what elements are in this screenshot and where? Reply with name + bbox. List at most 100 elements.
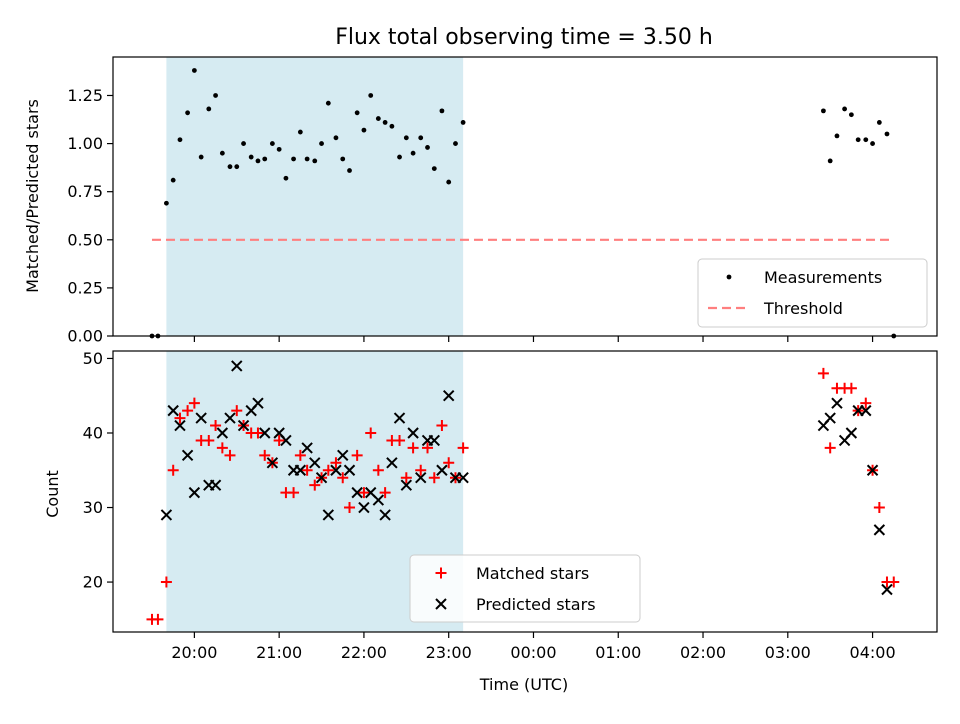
bottom-matched-point xyxy=(379,487,391,499)
bottom-predicted-point xyxy=(224,412,236,424)
top-legend-label: Measurements xyxy=(764,268,882,287)
top-measurement-point xyxy=(410,150,416,156)
top-measurement-point xyxy=(312,158,318,164)
bottom-axes-frame xyxy=(112,350,938,633)
bottom-predicted-point xyxy=(379,509,391,521)
top-measurement-point xyxy=(354,110,360,116)
top-observing-interval xyxy=(166,57,464,336)
bottom-matched-point xyxy=(224,449,236,461)
top-measurement-point xyxy=(842,106,847,112)
top-measurement-point xyxy=(821,108,826,114)
top-measurement-point xyxy=(255,158,261,164)
bottom-predicted-point xyxy=(252,397,264,409)
bottom-matched-point xyxy=(358,487,370,499)
bottom-matched-point xyxy=(372,464,384,476)
bottom-predicted-point xyxy=(188,486,201,499)
bottom-matched-point xyxy=(817,367,829,379)
bottom-matched-point xyxy=(231,405,243,417)
x-tick-label: 02:00 xyxy=(680,643,726,662)
x-tick-label: 21:00 xyxy=(256,643,302,662)
bottom-predicted-point xyxy=(301,442,313,454)
top-measurement-point xyxy=(304,156,310,162)
bottom-matched-point xyxy=(330,457,342,469)
bottom-matched-point xyxy=(203,434,215,446)
top-legend-box xyxy=(697,258,928,328)
bottom-panel: 20 30 40 50 20:00 21:00 22:00 23:00 00:00 01:00 02… xyxy=(83,349,938,662)
bottom-y-tick-label: 40 xyxy=(83,423,103,442)
legend-predicted-marker xyxy=(435,598,447,610)
top-measurement-point xyxy=(834,133,840,139)
bottom-predicted-point xyxy=(209,479,222,491)
top-measurement-point xyxy=(403,135,409,141)
bottom-predicted-point xyxy=(195,412,207,424)
top-measurement-point xyxy=(848,112,854,118)
bottom-predicted-point xyxy=(343,464,356,476)
bottom-predicted-point xyxy=(866,464,879,476)
bottom-predicted-point xyxy=(442,390,455,402)
top-measurement-point xyxy=(276,146,282,152)
legend-matched-marker xyxy=(435,567,447,579)
bottom-matched-point xyxy=(436,420,448,432)
top-measurement-point xyxy=(389,123,395,129)
top-measurement-point xyxy=(206,106,212,112)
top-y-tick-label: 0.25 xyxy=(67,278,103,297)
bottom-matched-point xyxy=(394,434,406,446)
bottom-predicted-point xyxy=(881,583,893,596)
bottom-matched-point xyxy=(415,464,427,476)
bottom-matched-point xyxy=(288,487,300,499)
bottom-y-axis-label: Count xyxy=(43,470,62,518)
top-measurement-point xyxy=(446,179,452,185)
bottom-predicted-point xyxy=(315,472,328,484)
top-measurement-point xyxy=(333,135,339,141)
top-measurement-point xyxy=(870,141,875,146)
bottom-matched-point xyxy=(422,442,434,454)
bottom-matched-point xyxy=(344,502,356,514)
bottom-matched-point xyxy=(182,405,194,417)
top-measurement-point xyxy=(855,137,861,143)
bottom-matched-point xyxy=(365,427,377,439)
top-measurement-point xyxy=(876,120,882,125)
bottom-matched-point xyxy=(351,449,363,461)
bottom-predicted-point xyxy=(436,464,448,476)
bottom-predicted-point xyxy=(294,464,307,476)
bottom-predicted-point xyxy=(160,509,173,521)
top-measurement-point xyxy=(291,156,296,162)
top-measurement-point xyxy=(884,131,890,137)
bottom-predicted-point xyxy=(237,419,250,432)
top-measurement-point xyxy=(827,158,833,164)
top-measurement-point xyxy=(262,156,268,162)
bottom-predicted-point xyxy=(181,449,194,462)
bottom-matched-point xyxy=(337,472,349,484)
bottom-predicted-point xyxy=(309,457,321,469)
top-measurement-point xyxy=(863,137,869,143)
top-measurement-point xyxy=(319,141,324,146)
bottom-predicted-point xyxy=(358,501,370,514)
top-measurement-point xyxy=(397,154,402,160)
top-measurement-point xyxy=(213,93,218,98)
top-measurement-point xyxy=(439,108,445,114)
bottom-predicted-point xyxy=(400,479,413,491)
top-y-tick-label: 1.00 xyxy=(67,134,103,153)
bottom-matched-point xyxy=(259,449,271,461)
bottom-predicted-point xyxy=(322,509,335,521)
x-tick-label: 22:00 xyxy=(341,643,387,662)
x-axis-label: Time (UTC) xyxy=(479,675,568,694)
bottom-predicted-point xyxy=(845,427,858,439)
bottom-predicted-point xyxy=(266,457,279,469)
top-measurement-point xyxy=(425,145,430,150)
bottom-matched-point xyxy=(845,382,857,394)
bottom-legend-label: Predicted stars xyxy=(476,595,596,614)
top-measurement-point xyxy=(283,175,289,181)
x-tick-label: 23:00 xyxy=(426,643,472,662)
bottom-predicted-point xyxy=(231,360,243,372)
bottom-predicted-point xyxy=(393,412,406,424)
top-measurement-point xyxy=(170,177,176,183)
legend-measurements-marker xyxy=(726,274,732,280)
top-measurement-point xyxy=(375,116,381,121)
top-measurement-point xyxy=(248,154,254,160)
top-measurement-point xyxy=(340,156,346,162)
top-measurement-point xyxy=(368,93,374,98)
bottom-matched-point xyxy=(273,434,285,446)
top-legend: Measurements Threshold xyxy=(697,258,928,328)
top-measurement-point xyxy=(297,129,303,135)
